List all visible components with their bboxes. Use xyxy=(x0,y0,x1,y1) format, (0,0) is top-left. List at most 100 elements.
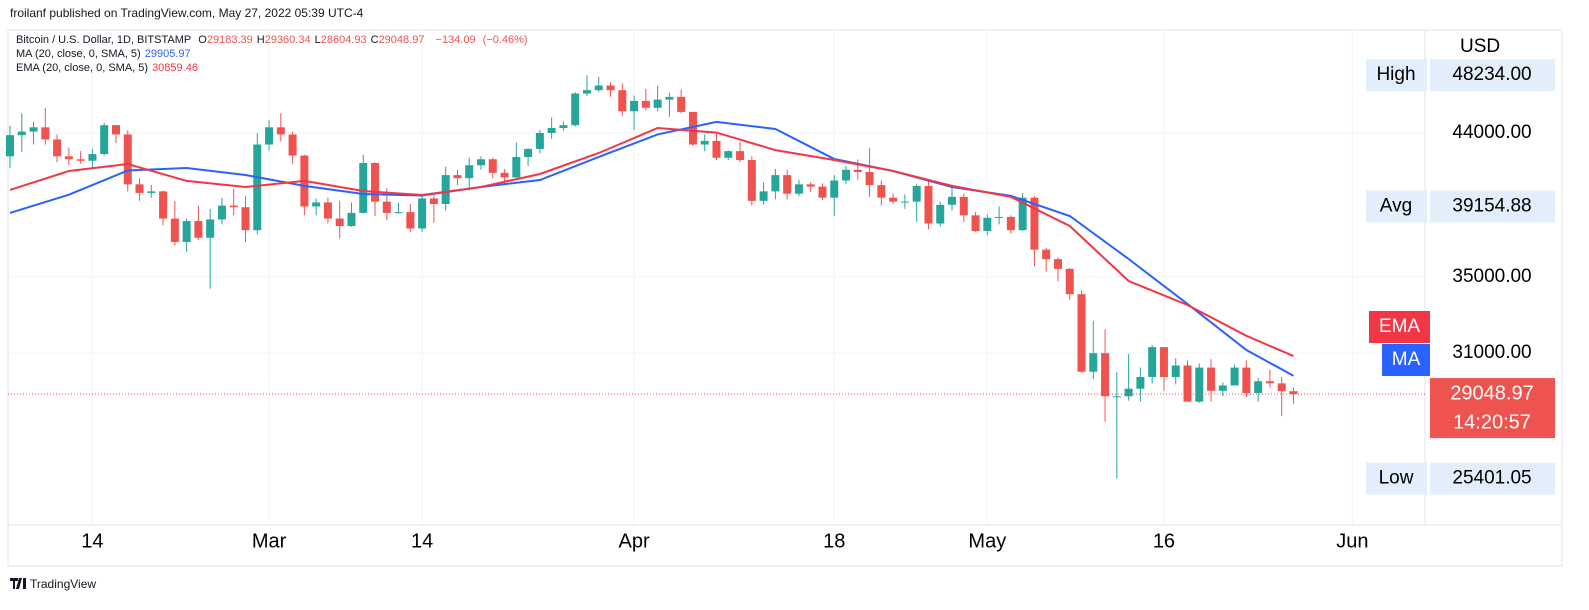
y-tick-label: 44000.00 xyxy=(1452,122,1531,143)
candle-body xyxy=(111,125,120,135)
candle-body xyxy=(217,205,226,220)
last-price-box xyxy=(1430,378,1555,439)
candle-body xyxy=(1171,365,1180,377)
candle-body xyxy=(653,99,662,108)
indicator-tag xyxy=(1369,311,1430,343)
candle-body xyxy=(1053,259,1062,269)
candle-body xyxy=(5,135,15,157)
legend-name: EMA (20, close, 0, SMA, 5) xyxy=(16,62,149,74)
stat-name-box xyxy=(1366,462,1427,495)
candle-body xyxy=(53,139,62,157)
change: −134.09 xyxy=(435,34,476,46)
logo xyxy=(10,578,26,589)
x-tick-label: May xyxy=(968,530,1006,552)
candle-body xyxy=(76,159,85,161)
candle-body xyxy=(1218,385,1227,391)
candle-body xyxy=(995,216,1004,218)
currency: USD xyxy=(1460,36,1500,57)
candle-body xyxy=(17,131,26,136)
candle-body xyxy=(1006,216,1015,231)
footer: TradingView xyxy=(30,577,97,591)
candle-body xyxy=(1159,347,1168,377)
ohlc-value: 29048.97 xyxy=(378,34,425,46)
candle-body xyxy=(1207,367,1216,391)
candle-body xyxy=(900,201,909,203)
candle-body xyxy=(700,140,709,145)
candle-body xyxy=(335,218,344,227)
candle-body xyxy=(182,221,191,242)
stat-value: 39154.88 xyxy=(1452,195,1531,216)
candle-body xyxy=(582,90,591,94)
candle-body xyxy=(724,151,733,158)
stat-value-box xyxy=(1430,190,1555,223)
legend-value: 30859.46 xyxy=(152,62,198,74)
candle-body xyxy=(1254,381,1263,393)
candle-body xyxy=(88,154,97,161)
frame xyxy=(7,29,1563,567)
candle-body xyxy=(1077,294,1086,372)
candle-body xyxy=(1242,367,1251,393)
symbol: Bitcoin / U.S. Dollar, 1D, BITSTAMP xyxy=(16,34,192,46)
candle-body xyxy=(512,157,521,178)
candle-body xyxy=(547,128,556,133)
candle-body xyxy=(371,162,380,202)
candle-body xyxy=(229,205,238,208)
candle-body xyxy=(100,125,109,155)
candle-body xyxy=(1124,388,1133,397)
candle-body xyxy=(1112,396,1121,398)
candle-body xyxy=(889,197,898,202)
candle-body xyxy=(1136,376,1145,389)
candle-body xyxy=(818,186,827,198)
candle-body xyxy=(1089,353,1098,372)
candle-body xyxy=(276,127,285,135)
ohlc-letter: L xyxy=(314,34,321,46)
x-tick-label: 18 xyxy=(823,530,845,552)
indicator-tag-label: MA xyxy=(1392,349,1421,370)
candle-body xyxy=(794,184,803,194)
countdown: 14:20:57 xyxy=(1453,411,1531,433)
candle-body xyxy=(1065,268,1074,295)
stat-name: Low xyxy=(1379,468,1414,489)
candle-body xyxy=(783,175,792,194)
candle-body xyxy=(571,93,580,126)
candle-body xyxy=(1289,391,1298,395)
indicator-line xyxy=(9,120,1294,377)
candle-body xyxy=(288,134,297,156)
indicator-line xyxy=(9,126,1294,358)
candle-body xyxy=(206,219,215,238)
x-tick-label: 14 xyxy=(411,530,433,552)
x-tick-label: Mar xyxy=(252,530,287,552)
candle-body xyxy=(465,165,474,179)
candle-body xyxy=(830,180,839,198)
candle-body xyxy=(359,162,368,213)
indicator-tag-label: EMA xyxy=(1379,316,1421,337)
candle-body xyxy=(441,175,450,205)
candle-body xyxy=(159,191,168,219)
candle-body xyxy=(312,202,321,207)
candle-body xyxy=(559,125,568,129)
candle-body xyxy=(1195,367,1204,402)
candle-body xyxy=(135,184,144,193)
legend-symbol: Bitcoin / U.S. Dollar, 1D, BITSTAMP O291… xyxy=(16,34,532,46)
candle-body xyxy=(418,198,427,229)
candle-body xyxy=(241,207,250,231)
candle-body xyxy=(853,169,862,173)
y-tick-label: 31000.00 xyxy=(1452,342,1531,363)
header: froilanf published on TradingView.com, M… xyxy=(10,6,364,20)
candle-body xyxy=(677,96,686,112)
candle-body xyxy=(936,204,945,224)
candle-body xyxy=(842,169,851,181)
candle-body xyxy=(476,159,486,166)
candle-body xyxy=(382,201,391,213)
stat-name-box xyxy=(1366,59,1427,92)
candle-body xyxy=(1042,249,1051,260)
candle-body xyxy=(665,96,674,100)
candle-body xyxy=(323,202,332,219)
candle-body xyxy=(147,191,156,193)
x-tick-label: Apr xyxy=(619,530,650,552)
legend-indicator: MA (20, close, 0, SMA, 5) 29905.97 xyxy=(16,48,195,60)
candle-body xyxy=(347,212,356,227)
candle-body xyxy=(641,100,650,108)
ohlc-value: 29183.39 xyxy=(206,34,253,46)
